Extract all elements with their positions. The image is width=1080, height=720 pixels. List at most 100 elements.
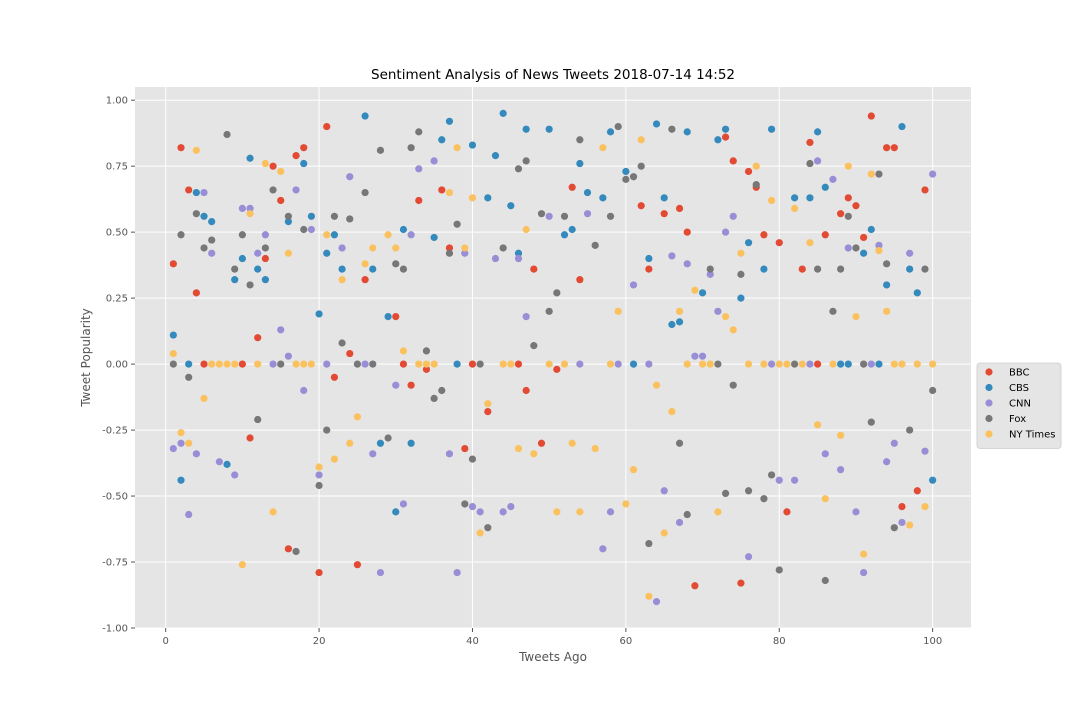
data-point [445, 249, 454, 257]
data-point [254, 265, 262, 273]
data-point [721, 228, 730, 236]
data-point [860, 249, 868, 257]
data-point [338, 244, 346, 252]
data-point [860, 360, 868, 368]
data-point [231, 276, 239, 284]
data-point [277, 196, 285, 205]
data-point [737, 579, 745, 587]
data-point [906, 426, 914, 434]
data-point [307, 212, 316, 220]
data-point [169, 260, 177, 268]
data-point [499, 244, 507, 252]
data-point [246, 204, 254, 212]
data-point [338, 276, 346, 284]
legend-marker [985, 383, 993, 392]
data-point [821, 495, 829, 503]
data-point [560, 360, 569, 368]
data-point [737, 249, 745, 257]
data-point [553, 508, 561, 516]
data-point [315, 463, 323, 471]
data-point [683, 510, 691, 519]
data-point [921, 265, 929, 273]
data-point [599, 144, 607, 152]
data-point [514, 360, 523, 368]
data-point [461, 244, 469, 252]
data-point [261, 159, 269, 168]
data-point [215, 360, 223, 368]
data-point [760, 495, 768, 503]
data-point [231, 360, 239, 368]
y-tick-label: 0.25 [106, 294, 128, 305]
data-point [415, 196, 423, 205]
data-point [507, 503, 515, 511]
data-point [867, 112, 875, 120]
data-point [752, 162, 760, 170]
data-point [629, 360, 638, 368]
data-point [192, 188, 200, 197]
y-tick-label: -1.00 [102, 624, 128, 635]
data-point [790, 204, 799, 212]
data-point [522, 157, 530, 165]
data-point [545, 307, 553, 315]
data-point [929, 360, 937, 368]
data-point [775, 360, 783, 368]
data-point [867, 225, 875, 234]
data-point [537, 439, 546, 447]
data-point [867, 170, 875, 178]
data-point [890, 360, 898, 368]
data-point [246, 210, 254, 218]
data-point [330, 373, 339, 381]
data-point [200, 212, 208, 220]
data-point [238, 360, 246, 368]
data-point [491, 254, 500, 263]
data-point [430, 394, 438, 403]
data-point [430, 233, 438, 242]
data-point [913, 289, 921, 297]
data-point [898, 360, 906, 368]
data-point [292, 547, 300, 556]
data-point [583, 188, 592, 197]
data-point [560, 231, 569, 239]
data-point [668, 320, 676, 329]
data-point [323, 122, 331, 131]
data-point [814, 265, 822, 273]
data-point [346, 439, 354, 447]
data-point [407, 144, 415, 152]
data-point [430, 360, 438, 368]
data-point [323, 426, 331, 434]
data-point [806, 138, 814, 147]
data-point [737, 294, 745, 302]
data-point [284, 249, 292, 257]
data-point [430, 157, 438, 165]
data-point [790, 194, 799, 202]
data-point [323, 231, 331, 239]
data-point [514, 165, 523, 173]
x-tick-label: 40 [466, 636, 479, 647]
data-point [890, 439, 898, 447]
data-point [269, 186, 277, 194]
data-point [277, 360, 285, 368]
data-point [675, 204, 684, 212]
data-point [522, 386, 530, 395]
data-point [829, 307, 837, 315]
data-point [254, 334, 262, 342]
data-point [645, 254, 653, 263]
data-point [192, 289, 200, 297]
data-point [223, 360, 231, 368]
data-point [645, 539, 653, 548]
data-point [399, 360, 408, 368]
data-point [284, 212, 292, 220]
data-point [852, 312, 860, 321]
data-point [438, 136, 446, 144]
data-point [330, 455, 339, 463]
data-point [545, 125, 553, 133]
data-point [376, 146, 385, 154]
data-point [668, 408, 676, 416]
data-point [185, 510, 193, 519]
data-point [806, 194, 814, 202]
data-point [814, 421, 822, 429]
data-point [522, 225, 530, 234]
data-point [860, 233, 868, 242]
data-point [261, 244, 269, 252]
data-point [461, 500, 469, 508]
